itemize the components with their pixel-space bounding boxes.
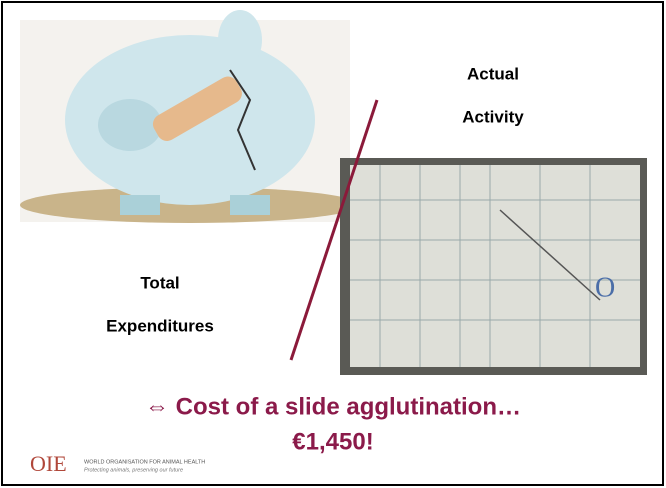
conclusion-line: ⇔ Cost of a slide agglutination… [145, 393, 521, 420]
organisation-name: WORLD ORGANISATION FOR ANIMAL HEALTH [84, 459, 205, 465]
svg-text:O: O [595, 272, 615, 303]
conclusion-line: €1,450! [292, 428, 373, 455]
logo: OIE [30, 451, 67, 476]
piggy-bank-photo [20, 10, 360, 223]
motto: Protecting animals, preserving our futur… [84, 467, 183, 473]
slide: O Actual Activity Total Expenditures ⇔ C… [0, 0, 666, 488]
ledger-photo: O [340, 158, 647, 375]
label-line: Activity [462, 107, 524, 126]
label-line: Expenditures [106, 316, 214, 335]
label-line: Total [140, 273, 179, 292]
label-line: Actual [467, 64, 519, 83]
